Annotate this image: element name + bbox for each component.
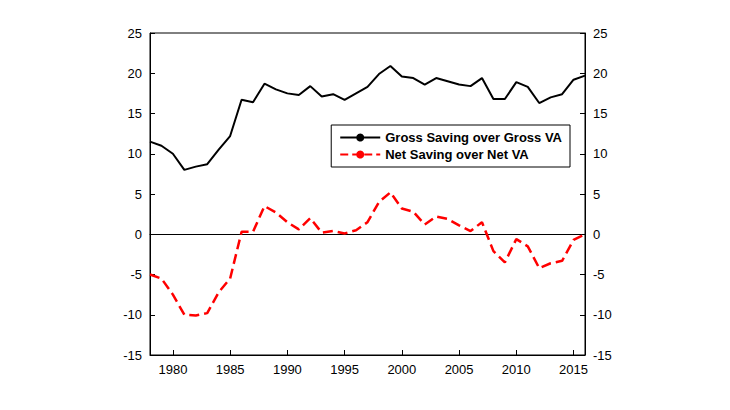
svg-text:1980: 1980 — [158, 362, 187, 377]
svg-text:20: 20 — [128, 66, 142, 81]
svg-text:5: 5 — [135, 187, 142, 202]
svg-text:2000: 2000 — [387, 362, 416, 377]
svg-text:-15: -15 — [593, 348, 612, 363]
svg-text:-15: -15 — [123, 348, 142, 363]
svg-text:20: 20 — [593, 66, 607, 81]
svg-text:2015: 2015 — [559, 362, 588, 377]
svg-text:15: 15 — [128, 106, 142, 121]
svg-text:1990: 1990 — [273, 362, 302, 377]
svg-text:10: 10 — [593, 146, 607, 161]
svg-text:1995: 1995 — [330, 362, 359, 377]
svg-text:-5: -5 — [593, 267, 605, 282]
svg-text:2010: 2010 — [502, 362, 531, 377]
svg-text:0: 0 — [135, 227, 142, 242]
svg-text:2005: 2005 — [445, 362, 474, 377]
svg-text:5: 5 — [593, 187, 600, 202]
svg-text:-10: -10 — [593, 307, 612, 322]
svg-text:Gross Saving over Gross VA: Gross Saving over Gross VA — [385, 130, 562, 145]
svg-text:10: 10 — [128, 146, 142, 161]
svg-text:25: 25 — [593, 26, 607, 41]
svg-text:-5: -5 — [130, 267, 142, 282]
svg-text:0: 0 — [593, 227, 600, 242]
svg-text:25: 25 — [128, 26, 142, 41]
svg-text:1985: 1985 — [216, 362, 245, 377]
svg-text:-10: -10 — [123, 307, 142, 322]
svg-text:15: 15 — [593, 106, 607, 121]
svg-text:Net Saving over Net VA: Net Saving over Net VA — [385, 147, 529, 162]
